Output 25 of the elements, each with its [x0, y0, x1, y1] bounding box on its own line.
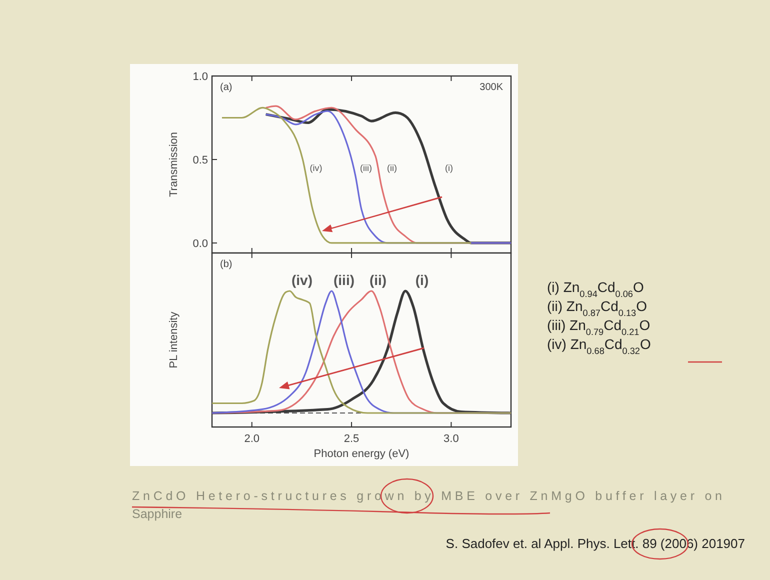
line-series: [221, 106, 472, 244]
text: (iii) Zn$_{0.79}$Cd$_{0.21}$O: [547, 317, 650, 337]
text: (b): [220, 259, 232, 270]
x-tick-label: 2.5: [344, 433, 360, 445]
text: (iii): [334, 272, 354, 288]
x-axis-title: Photon energy (eV): [314, 448, 410, 460]
y-tick-label: 1.0: [192, 71, 208, 83]
y-tick-label: 0.0: [192, 238, 208, 250]
text: (ii): [369, 272, 387, 288]
text: (i) Zn$_{0.94}$Cd$_{0.06}$O: [547, 279, 644, 299]
annotation: (i): [445, 163, 453, 173]
y-tick-label: 0.5: [192, 154, 208, 166]
x-tick-label: 3.0: [444, 433, 459, 445]
annotation: (iii): [360, 163, 372, 173]
x-tick-label: 2.0: [244, 433, 260, 445]
annotation: (ii): [387, 163, 397, 173]
y-axis-title: PL intensity: [168, 311, 180, 368]
annotation: 300K: [480, 82, 504, 93]
y-axis-title: Transmission: [168, 132, 180, 197]
text: (iv) Zn$_{0.68}$Cd$_{0.32}$O: [547, 336, 651, 356]
annotation: (iv): [310, 163, 322, 173]
text: (ii) Zn$_{0.87}$Cd$_{0.13}$O: [547, 298, 648, 318]
text: (iv): [292, 272, 312, 288]
text: (i): [415, 272, 429, 288]
annotation: (a): [220, 82, 232, 93]
